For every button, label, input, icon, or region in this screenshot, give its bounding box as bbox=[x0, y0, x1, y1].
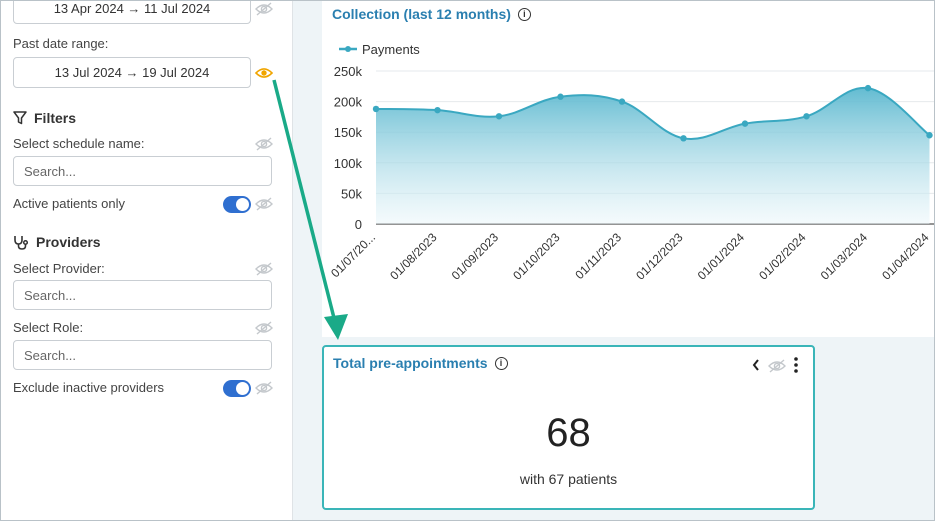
data-point[interactable] bbox=[680, 135, 687, 142]
chart-legend[interactable]: Payments bbox=[339, 42, 420, 57]
filter-sidebar: 13 Apr 2024 → 11 Jul 2024 Past date rang… bbox=[0, 0, 293, 521]
provider-search-input[interactable] bbox=[13, 280, 272, 310]
x-tick-label: 01/09/2023 bbox=[449, 230, 502, 283]
kpi-title-row: Total pre-appointments i bbox=[333, 355, 508, 371]
y-tick-label: 150k bbox=[334, 125, 363, 140]
payments-line bbox=[375, 86, 931, 140]
current-date-range-field[interactable]: 13 Apr 2024 → 11 Jul 2024 bbox=[13, 0, 251, 24]
providers-section-title: Providers bbox=[13, 234, 101, 250]
collection-chart-card: Collection (last 12 months) i Payments 2… bbox=[322, 0, 935, 337]
data-point[interactable] bbox=[372, 105, 380, 113]
role-search-input[interactable] bbox=[13, 340, 272, 370]
exclude-inactive-toggle[interactable] bbox=[223, 380, 251, 397]
data-point[interactable] bbox=[618, 98, 626, 105]
more-vertical-icon[interactable] bbox=[793, 356, 799, 374]
collection-chart: Payments 250k 200k 150k 100k 50k 0 01/07/20..… bbox=[328, 42, 935, 283]
eye-slash-icon[interactable] bbox=[255, 381, 273, 395]
x-tick-label: 01/07/20... bbox=[328, 230, 378, 280]
schedule-label: Select schedule name: bbox=[13, 136, 145, 151]
chart-title: Collection (last 12 months) bbox=[332, 6, 511, 22]
filters-section-title: Filters bbox=[13, 110, 76, 126]
y-tick-label: 100k bbox=[334, 156, 363, 171]
data-point[interactable] bbox=[741, 120, 749, 127]
eye-slash-icon[interactable] bbox=[255, 137, 273, 151]
pre-appointments-card[interactable]: Total pre-appointments i 68 with 67 pati… bbox=[322, 345, 815, 510]
exclude-inactive-label: Exclude inactive providers bbox=[13, 380, 165, 395]
active-patients-label: Active patients only bbox=[13, 196, 126, 211]
x-tick-label: 01/02/2024 bbox=[756, 230, 809, 283]
chart-title-row: Collection (last 12 months) i bbox=[332, 6, 531, 22]
role-label: Select Role: bbox=[13, 320, 84, 335]
payments-area bbox=[376, 87, 930, 224]
provider-label: Select Provider: bbox=[13, 261, 105, 276]
info-icon[interactable]: i bbox=[494, 356, 508, 370]
kpi-title: Total pre-appointments bbox=[333, 355, 488, 371]
data-point[interactable] bbox=[803, 113, 810, 120]
active-patients-toggle[interactable] bbox=[223, 196, 251, 213]
data-point[interactable] bbox=[495, 113, 503, 120]
eye-slash-icon[interactable] bbox=[255, 262, 273, 276]
x-tick-label: 01/01/2024 bbox=[695, 230, 748, 283]
chevron-left-icon[interactable] bbox=[751, 358, 761, 372]
eye-icon[interactable] bbox=[255, 66, 273, 80]
info-icon[interactable]: i bbox=[517, 7, 531, 21]
x-tick-label: 01/10/2023 bbox=[510, 230, 563, 283]
past-date-range-label: Past date range: bbox=[13, 36, 109, 51]
kpi-value: 68 bbox=[546, 411, 591, 455]
eye-slash-icon[interactable] bbox=[255, 321, 273, 335]
x-tick-label: 01/03/2024 bbox=[818, 230, 871, 283]
x-tick-label: 01/11/2023 bbox=[572, 230, 624, 282]
data-point[interactable] bbox=[434, 106, 441, 114]
eye-slash-icon[interactable] bbox=[768, 359, 786, 373]
past-date-range-field[interactable]: 13 Jul 2024 → 19 Jul 2024 bbox=[13, 57, 251, 88]
x-tick-label: 01/12/2023 bbox=[633, 230, 686, 283]
y-tick-label: 200k bbox=[334, 95, 363, 110]
x-tick-label: 01/04/2024 bbox=[879, 230, 932, 283]
data-point[interactable] bbox=[557, 93, 564, 100]
y-tick-label: 250k bbox=[334, 64, 363, 79]
filter-icon bbox=[13, 111, 27, 125]
x-tick-label: 01/08/2023 bbox=[387, 230, 440, 283]
y-tick-label: 50k bbox=[341, 186, 362, 201]
eye-slash-icon[interactable] bbox=[255, 2, 273, 16]
providers-title: Providers bbox=[36, 234, 101, 250]
schedule-search-input[interactable] bbox=[13, 156, 272, 186]
data-point[interactable] bbox=[864, 84, 872, 92]
stethoscope-icon bbox=[14, 235, 29, 250]
data-point[interactable] bbox=[926, 132, 933, 139]
eye-slash-icon[interactable] bbox=[255, 197, 273, 211]
legend-label-payments: Payments bbox=[362, 42, 420, 57]
kpi-subtitle: with 67 patients bbox=[519, 471, 618, 487]
filters-title: Filters bbox=[34, 110, 77, 126]
y-tick-label: 0 bbox=[355, 217, 362, 232]
